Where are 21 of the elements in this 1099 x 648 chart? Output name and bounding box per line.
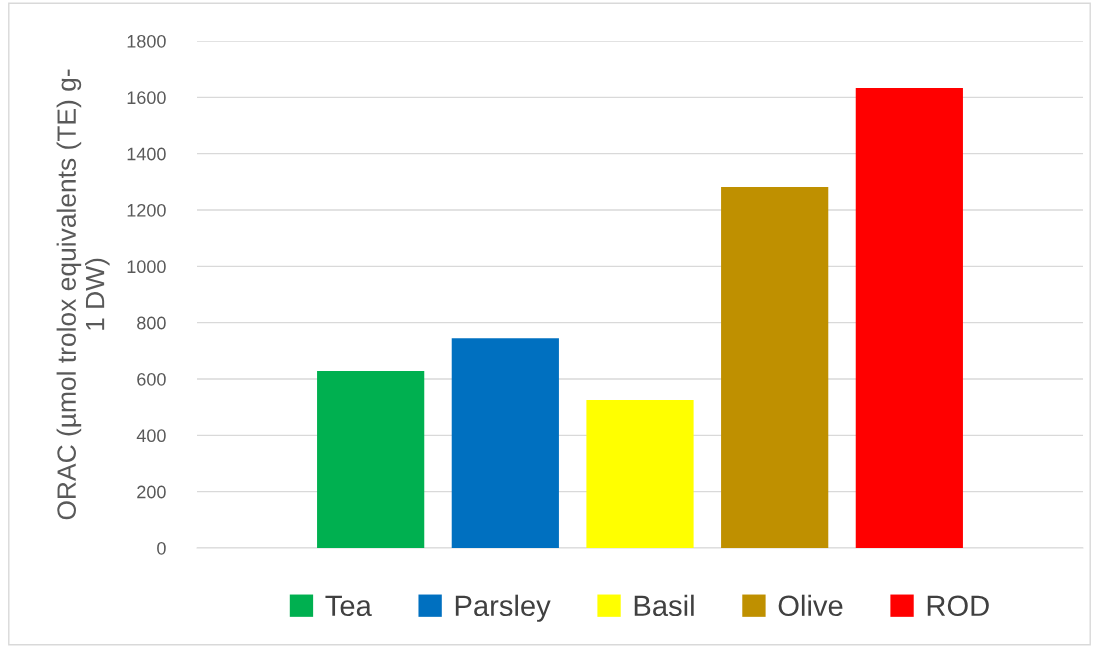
legend-label: Olive: [778, 594, 843, 617]
bar: [451, 338, 559, 548]
y-tick-label: 1400: [127, 147, 166, 161]
legend-label: Parsley: [455, 594, 551, 622]
bar: [855, 88, 963, 548]
bar: [586, 400, 694, 548]
legend-label: Basil: [634, 594, 694, 617]
y-tick-label: 0: [157, 541, 166, 555]
legend-label: ROD: [927, 595, 989, 617]
y-axis-title: ORAC (µmol trolox equivalents (TE) g- 1 DW): [56, 69, 110, 520]
y-tick-label: 1800: [127, 34, 166, 48]
y-tick-label: 200: [137, 485, 166, 499]
y-tick-label: 400: [136, 429, 166, 443]
bar: [317, 371, 425, 548]
y-tick-label: 1000: [127, 260, 166, 274]
y-tick-label: 600: [137, 372, 166, 386]
bar: [721, 186, 829, 548]
y-tick-label: 800: [137, 316, 166, 330]
y-tick-label: 1200: [127, 203, 166, 217]
legend-label: Tea: [325, 595, 372, 617]
y-tick-label: 1600: [127, 91, 166, 105]
